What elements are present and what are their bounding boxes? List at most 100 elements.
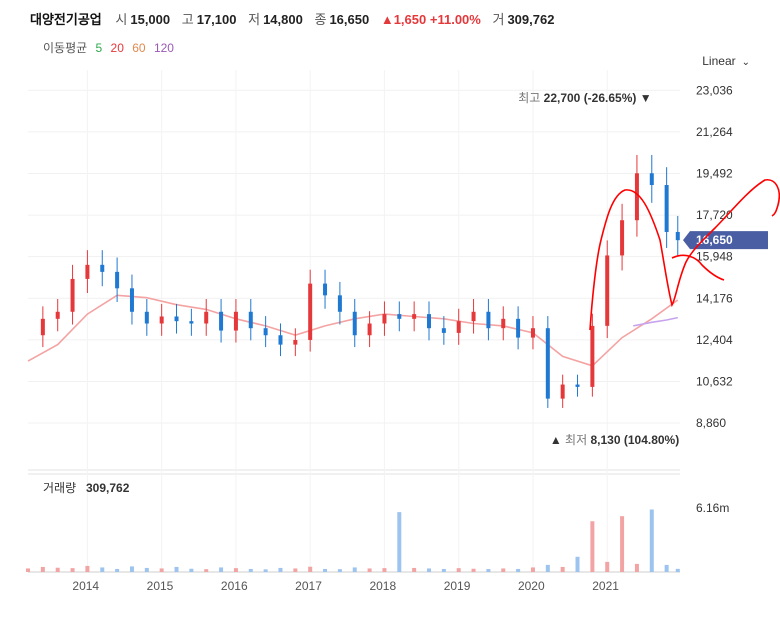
change-amount: 1,650: [393, 12, 427, 27]
candle-body: [70, 278, 75, 312]
volume-panel-label: 거래량: [43, 481, 76, 495]
high-annotation-label: 최고: [518, 91, 540, 105]
candle-body: [219, 311, 224, 331]
volume-bar: [159, 568, 164, 572]
candle-body: [159, 316, 164, 324]
x-tick-label: 2020: [518, 579, 545, 593]
volume-bar: [129, 566, 134, 572]
volume-bar: [204, 569, 209, 572]
candle-body: [382, 314, 387, 324]
candle-body: [278, 335, 283, 345]
candle-body: [293, 339, 298, 345]
volume-bar: [174, 566, 179, 572]
volume-bar: [634, 563, 639, 572]
volume-bar: [40, 566, 45, 572]
y-tick-label: 10,632: [696, 374, 733, 388]
current-price-value: 16,650: [696, 233, 733, 247]
volume-bar: [590, 521, 595, 572]
scale-dropdown[interactable]: Linear ⌄: [702, 54, 750, 68]
candle-body: [412, 314, 417, 319]
candle-body: [337, 295, 342, 312]
candle-body: [352, 311, 357, 336]
volume-bar: [352, 567, 357, 572]
high-marker-icon: ▼: [640, 91, 652, 105]
x-tick-label: 2019: [444, 579, 471, 593]
volume-panel-value: 309,762: [86, 481, 130, 495]
open-value: 15,000: [130, 12, 171, 27]
close-label: 종: [314, 12, 327, 27]
volume-bar: [337, 569, 342, 572]
ma-120-label: 120: [153, 41, 174, 55]
volume-bar: [664, 564, 669, 572]
high-annotation-pct: (-26.65%): [584, 91, 637, 105]
x-axis: 2014 2015 2016 2017 2018 2019 2020 2021: [72, 579, 619, 593]
volume-bar: [545, 564, 550, 572]
volume-bar: [560, 566, 565, 572]
candle-body: [486, 311, 491, 329]
high-value: 17,100: [196, 12, 237, 27]
volume-label: 거: [492, 12, 505, 27]
volume-bar: [248, 568, 253, 572]
candle-body: [427, 314, 432, 329]
x-tick-label: 2015: [147, 579, 174, 593]
candle-body: [501, 318, 506, 329]
candle-body: [471, 311, 476, 322]
close-value: 16,650: [329, 12, 370, 27]
candle-body: [85, 264, 90, 279]
low-label: 저: [248, 12, 261, 27]
stock-header: 대양전기공업 시 15,000 고 17,100 저 14,800 종 16,650 ▲…: [30, 9, 562, 28]
volume-bar: [308, 566, 313, 572]
candle-body: [530, 328, 535, 338]
x-tick-label: 2017: [295, 579, 322, 593]
change-value: ▲1,650 +11.00%: [381, 12, 481, 27]
candlesticks: [40, 154, 680, 408]
candle-body: [204, 311, 209, 324]
y-tick-label: 14,176: [696, 291, 733, 305]
volume-label: 거래량 309,762 6.16m: [43, 481, 729, 515]
low-annotation-pct: (104.80%): [624, 433, 679, 447]
current-price-tag-shape: [683, 231, 768, 250]
candle-body: [174, 316, 179, 322]
volume-bar: [144, 567, 149, 572]
candle-body: [545, 328, 550, 399]
open-label: 시: [115, 12, 128, 27]
candle-body: [575, 384, 580, 387]
volume-bar: [293, 568, 298, 572]
scale-label: Linear: [702, 54, 736, 68]
y-axis: 23,03621,26419,49217,72015,94814,17612,4…: [696, 83, 733, 430]
volume-bar: [605, 561, 610, 572]
y-tick-label: 15,948: [696, 250, 733, 264]
candle-body: [456, 321, 461, 333]
candle-body: [100, 264, 105, 272]
y-tick-label: 19,492: [696, 166, 733, 180]
high-label: 고: [181, 12, 194, 27]
volume-bar: [382, 568, 387, 572]
volume-bar: [26, 568, 30, 572]
low-annotation-label: 최저: [565, 433, 587, 447]
moving-average-legend[interactable]: 이동평균 5 20 60 120: [43, 39, 179, 56]
volume-bar: [367, 568, 372, 572]
volume-bar: [115, 568, 120, 572]
volume-bar: [233, 568, 238, 572]
y-tick-label: 8,860: [696, 416, 726, 430]
volume-bar: [441, 568, 446, 572]
low-marker-icon: ▲: [550, 433, 562, 447]
candle-body: [649, 173, 654, 186]
volume-bar: [649, 509, 654, 572]
candle-body: [189, 321, 194, 324]
change-percent: +11.00%: [429, 12, 481, 27]
volume-bar: [85, 565, 90, 572]
candle-body: [397, 314, 402, 319]
hand-drawn-annotation: [589, 179, 780, 331]
candle-body: [675, 231, 680, 241]
volume-bar: [501, 568, 506, 572]
chevron-down-icon: ⌄: [741, 57, 750, 68]
volume-bar: [530, 567, 535, 572]
current-price-tag: 16,650: [683, 231, 768, 250]
volume-bar: [471, 568, 476, 572]
volume-bar: [675, 568, 680, 572]
volume-bar: [620, 516, 625, 572]
candle-body: [233, 311, 238, 331]
candle-body: [516, 318, 521, 338]
